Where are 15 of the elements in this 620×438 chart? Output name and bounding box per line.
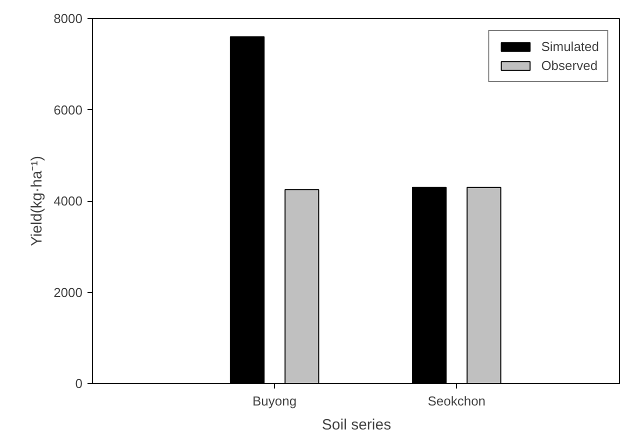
y-tick-label: 4000 xyxy=(54,194,82,208)
legend-label: Observed xyxy=(541,58,598,73)
bar xyxy=(466,186,502,384)
y-tick-label: 8000 xyxy=(54,11,82,26)
bar xyxy=(230,36,265,384)
y-axis-title: Yield(kg·ha⁻¹) xyxy=(28,156,46,246)
y-tick-label: 0 xyxy=(75,376,83,391)
bar xyxy=(284,189,320,384)
x-tick-label: Buyong xyxy=(252,394,297,408)
x-tick-label: Seokchon xyxy=(428,394,486,408)
x-axis-title: Soil series xyxy=(322,416,392,434)
y-tick-label: 2000 xyxy=(54,284,82,300)
y-tick-label: 6000 xyxy=(54,102,82,118)
bar xyxy=(412,186,447,384)
legend-label: Simulated xyxy=(541,39,599,54)
